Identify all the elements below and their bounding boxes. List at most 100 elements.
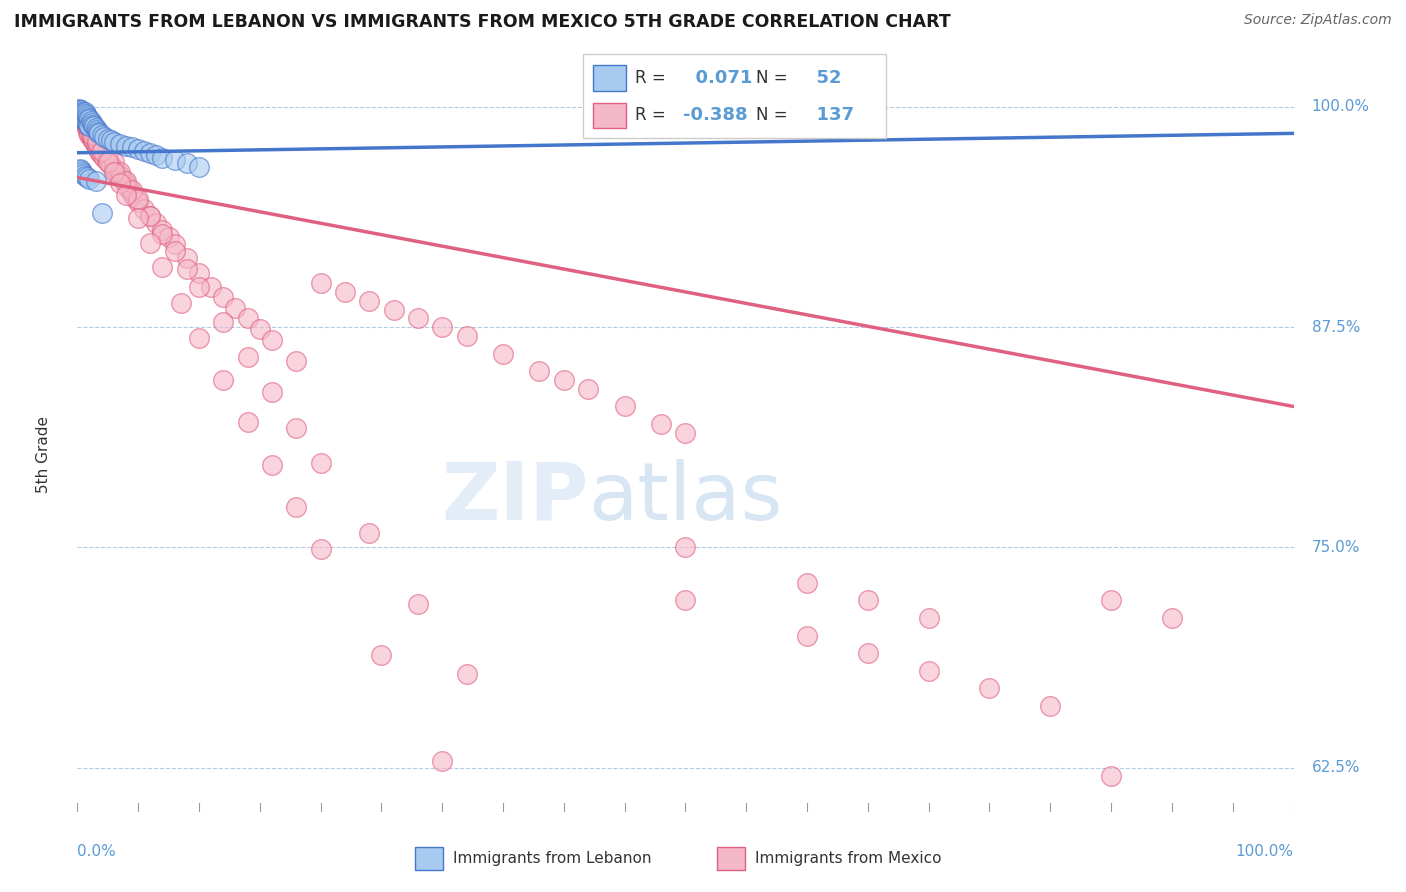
- Point: [97, 156, 120, 170]
- Text: -0.388: -0.388: [683, 106, 748, 124]
- Point: [76, 120, 98, 134]
- Point: [70, 109, 93, 123]
- Point: [200, 279, 222, 293]
- Point: [430, 320, 453, 334]
- Point: [115, 138, 138, 153]
- Point: [370, 648, 392, 662]
- Point: [70, 107, 93, 121]
- Point: [1099, 769, 1122, 783]
- Point: [796, 575, 818, 590]
- Point: [90, 136, 112, 151]
- Point: [86, 129, 108, 144]
- Point: [75, 107, 97, 121]
- Text: R =: R =: [636, 106, 665, 124]
- Point: [260, 385, 283, 400]
- Point: [260, 458, 283, 472]
- Point: [112, 174, 135, 188]
- Point: [79, 172, 101, 186]
- Point: [89, 127, 111, 141]
- Point: [163, 244, 186, 259]
- Point: [120, 185, 142, 199]
- Point: [359, 526, 381, 541]
- Point: [96, 153, 118, 167]
- Point: [83, 135, 105, 149]
- Point: [176, 252, 198, 266]
- Point: [236, 415, 259, 429]
- Point: [90, 205, 112, 219]
- Point: [77, 123, 100, 137]
- Text: IMMIGRANTS FROM LEBANON VS IMMIGRANTS FROM MEXICO 5TH GRADE CORRELATION CHART: IMMIGRANTS FROM LEBANON VS IMMIGRANTS FR…: [14, 13, 950, 31]
- Point: [115, 178, 138, 192]
- Point: [82, 133, 104, 147]
- Point: [79, 120, 101, 134]
- Point: [382, 302, 405, 317]
- Point: [70, 107, 93, 121]
- Point: [84, 121, 107, 136]
- Point: [249, 322, 271, 336]
- Text: 100.0%: 100.0%: [1236, 844, 1294, 859]
- Point: [122, 188, 145, 202]
- Point: [79, 127, 101, 141]
- Point: [188, 160, 211, 174]
- Point: [979, 681, 1001, 696]
- Point: [145, 147, 167, 161]
- Point: [72, 111, 94, 125]
- Point: [117, 181, 139, 195]
- Point: [90, 147, 112, 161]
- Text: 137: 137: [804, 106, 855, 124]
- Point: [492, 346, 515, 360]
- Point: [188, 266, 211, 280]
- Point: [79, 120, 101, 134]
- Point: [170, 295, 193, 310]
- Point: [79, 112, 101, 127]
- Point: [125, 192, 148, 206]
- Point: [188, 331, 211, 345]
- Point: [70, 165, 93, 179]
- Point: [152, 151, 174, 165]
- Point: [285, 420, 308, 434]
- Point: [650, 417, 672, 431]
- Point: [613, 400, 636, 414]
- Point: [80, 128, 103, 142]
- Point: [309, 456, 332, 470]
- Point: [72, 112, 94, 127]
- Point: [139, 145, 162, 160]
- Point: [72, 112, 94, 127]
- Point: [492, 859, 515, 873]
- Point: [77, 118, 100, 132]
- Point: [456, 329, 478, 343]
- Point: [108, 136, 131, 151]
- Point: [93, 151, 115, 165]
- Point: [97, 145, 120, 160]
- Point: [69, 105, 91, 120]
- Point: [80, 116, 103, 130]
- Point: [359, 293, 381, 308]
- Point: [72, 107, 94, 121]
- Point: [188, 279, 211, 293]
- Point: [456, 667, 478, 681]
- Point: [103, 165, 125, 179]
- Point: [127, 192, 149, 206]
- Text: Immigrants from Lebanon: Immigrants from Lebanon: [453, 852, 651, 866]
- Point: [80, 131, 103, 145]
- Point: [675, 425, 697, 440]
- Point: [236, 350, 259, 364]
- Point: [856, 593, 879, 607]
- Point: [103, 161, 125, 176]
- Point: [87, 142, 110, 156]
- Point: [107, 167, 129, 181]
- Point: [97, 131, 120, 145]
- Point: [176, 262, 198, 277]
- Point: [76, 109, 98, 123]
- Text: Immigrants from Mexico: Immigrants from Mexico: [755, 852, 942, 866]
- Point: [76, 170, 98, 185]
- Point: [152, 227, 174, 241]
- Point: [309, 276, 332, 290]
- Text: 100.0%: 100.0%: [1312, 99, 1369, 114]
- Point: [86, 135, 108, 149]
- Point: [86, 140, 108, 154]
- Point: [93, 129, 115, 144]
- Point: [83, 120, 105, 134]
- Point: [75, 114, 97, 128]
- Point: [796, 628, 818, 642]
